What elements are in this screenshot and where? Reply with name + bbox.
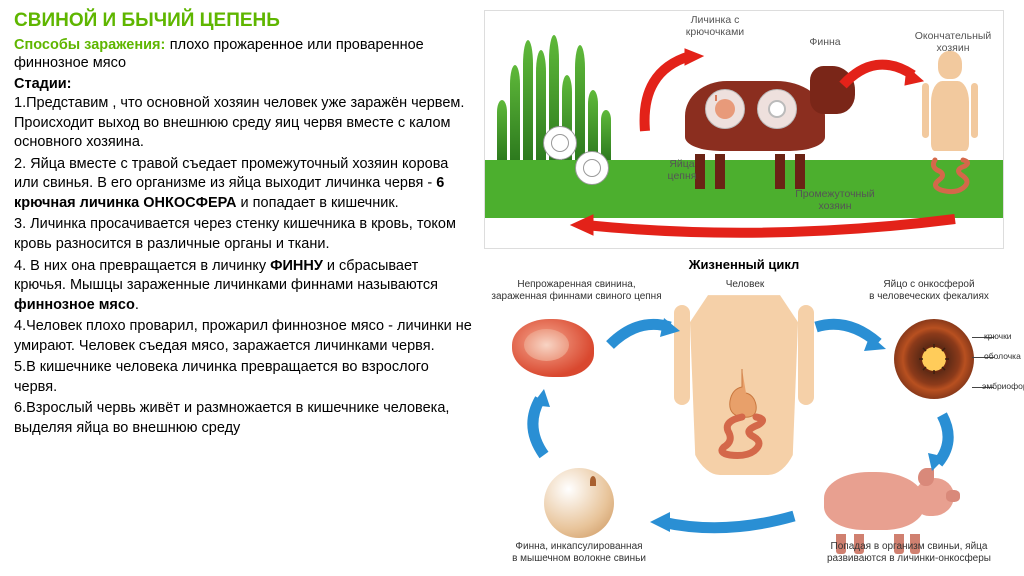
label-meat: Непрожаренная свинина,зараженная финнами… — [489, 279, 664, 302]
stage-4a: 4. В них она превращается в личинку ФИНН… — [14, 257, 472, 316]
diagram-column: Личинка скрючочками Финна Окончательныйх… — [480, 0, 1024, 576]
pig-cycle-diagram: Жизненный цикл Непрожаренная свинина,зар… — [484, 257, 1004, 566]
label-final-host: Окончательныйхозяин — [907, 31, 999, 54]
meat-icon — [512, 319, 594, 377]
egg-icon — [575, 151, 609, 185]
arrow-icon — [644, 502, 804, 542]
arrow-icon — [808, 311, 888, 355]
stage-1: 1.Представим , что основной хозяин челов… — [14, 94, 472, 153]
stage-5: 5.В кишечнике человека личинка превращае… — [14, 358, 472, 397]
label-intermediate: Промежуточныйхозяин — [785, 189, 885, 212]
arrow-icon — [635, 41, 705, 141]
digestive-icon — [712, 367, 778, 461]
stage-6: 6.Взрослый червь живёт и размножается в … — [14, 399, 472, 438]
human-icon — [915, 51, 985, 231]
text-column: СВИНОЙ И БЫЧИЙ ЦЕПЕНЬ Способы заражения:… — [0, 0, 480, 576]
arrow-icon — [518, 387, 568, 465]
label-shell: оболочка — [984, 352, 1024, 362]
label-hooks: крючки — [984, 332, 1024, 342]
egg-oncosphere-icon — [894, 319, 974, 399]
pig-icon — [824, 462, 954, 546]
label-human: Человек — [720, 279, 770, 291]
finna-circle-icon — [757, 89, 797, 129]
cycle-title: Жизненный цикл — [689, 257, 800, 272]
infection-label: Способы заражения: — [14, 37, 165, 53]
label-finna: Финна — [800, 37, 850, 49]
egg-icon — [543, 126, 577, 160]
arrow-icon — [602, 311, 682, 355]
label-finna-text: Финна, инкапсулированнаяв мышечном волок… — [504, 541, 654, 564]
label-eggs: Яйцацепня — [659, 159, 705, 182]
label-embryo: эмбриофор — [982, 382, 1024, 392]
label-pig: Попадая в организм свиньи, яйцаразвивают… — [819, 541, 999, 564]
infection-line: Способы заражения: плохо прожаренное или… — [14, 36, 472, 72]
stage-3: 3. Личинка просачивается через стенку ки… — [14, 215, 472, 254]
stages-heading: Стадии: — [14, 76, 472, 92]
intestine-icon — [927, 156, 975, 198]
finna-icon — [544, 468, 614, 538]
stage-2: 2. Яйца вместе с травой съедает промежут… — [14, 155, 472, 214]
label-larva: Личинка скрючочками — [680, 15, 750, 38]
larva-circle-icon — [705, 89, 745, 129]
label-egg: Яйцо с онкосферойв человеческих фекалиях — [859, 279, 999, 302]
arrow-icon — [912, 407, 962, 473]
cow-cycle-diagram: Личинка скрючочками Финна Окончательныйх… — [484, 10, 1004, 249]
page-title: СВИНОЙ И БЫЧИЙ ЦЕПЕНЬ — [14, 10, 472, 32]
arrow-icon — [565, 213, 965, 247]
stage-4b: 4.Человек плохо проварил, прожарил финно… — [14, 317, 472, 356]
